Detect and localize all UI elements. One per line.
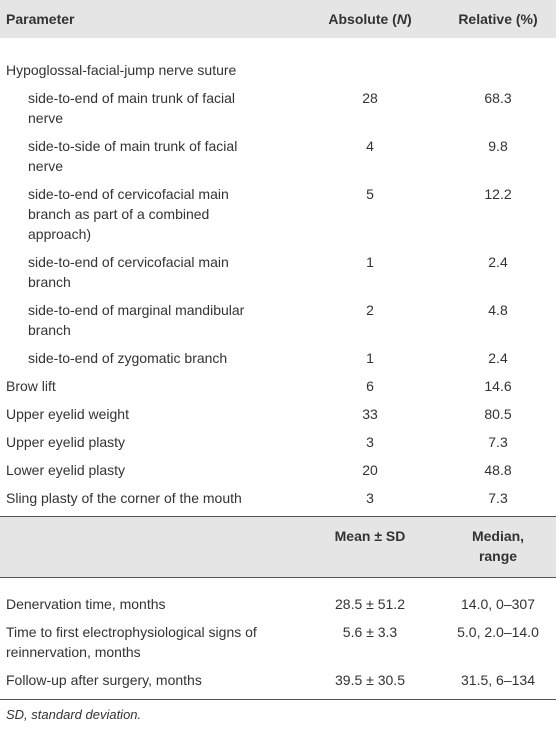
header-cell xyxy=(0,516,300,578)
relative-cell: 4.8 xyxy=(488,302,508,318)
table-row: Sling plasty of the corner of the mouth 3… xyxy=(0,484,556,517)
absolute-cell: 33 xyxy=(362,406,378,422)
parameter-cell: side-to-side of main trunk of facial ner… xyxy=(28,138,238,174)
table-row: Brow lift 6 14.6 xyxy=(0,372,556,400)
absolute-cell: 4 xyxy=(366,138,374,154)
parameter-cell: Denervation time, months xyxy=(6,596,166,612)
table-row: side-to-end of cervicofacial main branch… xyxy=(0,180,556,248)
table-row: side-to-end of marginal mandibular branc… xyxy=(0,296,556,344)
table-row: side-to-end of zygomatic branch 1 2.4 xyxy=(0,344,556,372)
parameter-cell: side-to-end of cervicofacial main branch… xyxy=(28,186,229,242)
absolute-cell: 1 xyxy=(366,350,374,366)
absolute-cell: 5 xyxy=(366,186,374,202)
absolute-cell: 20 xyxy=(362,462,378,478)
table-row: Lower eyelid plasty 20 48.8 xyxy=(0,456,556,484)
header-row: Parameter Absolute (N) Relative (%) xyxy=(0,0,556,38)
relative-cell: 2.4 xyxy=(488,254,508,270)
table-row: Upper eyelid plasty 3 7.3 xyxy=(0,428,556,456)
parameter-cell: side-to-end of main trunk of facial nerv… xyxy=(28,90,235,126)
parameter-cell: Lower eyelid plasty xyxy=(6,462,126,478)
absolute-cell: 6 xyxy=(366,378,374,394)
relative-cell: 14.6 xyxy=(484,378,512,394)
header-cell: Relative (%) xyxy=(440,0,556,38)
table-row: side-to-end of cervicofacial main branch… xyxy=(0,248,556,296)
absolute-cell: 1 xyxy=(366,254,374,270)
relative-cell: 68.3 xyxy=(484,90,512,106)
parameter-cell: Upper eyelid plasty xyxy=(6,434,126,450)
table-row: Upper eyelid weight 33 80.5 xyxy=(0,400,556,428)
parameter-cell: Follow-up after surgery, months xyxy=(0,666,300,700)
header-cell: Absolute (N) xyxy=(300,0,440,38)
median-cell: 5.0, 2.0–14.0 xyxy=(457,624,539,640)
table-row: Hypoglossal-facial-jump nerve suture xyxy=(0,38,556,84)
stats-body: Mean ± SD Median, range Denervation time… xyxy=(0,516,556,700)
header-cell: Median, range xyxy=(440,516,556,578)
absolute-cell: 28 xyxy=(362,90,378,106)
parameter-cell: side-to-end of cervicofacial main branch xyxy=(28,254,229,290)
parameter-cell: side-to-end of zygomatic branch xyxy=(28,350,228,366)
relative-cell xyxy=(440,38,556,84)
absolute-cell: 2 xyxy=(366,302,374,318)
header-text: ) xyxy=(406,11,412,27)
median-cell: 31.5, 6–134 xyxy=(440,666,556,700)
table-body: Hypoglossal-facial-jump nerve suture side… xyxy=(0,38,556,517)
mean-cell: 39.5 ± 30.5 xyxy=(300,666,440,700)
parameter-cell: Sling plasty of the corner of the mouth xyxy=(6,490,242,506)
absolute-cell: 3 xyxy=(366,434,374,450)
parameter-cell: Upper eyelid weight xyxy=(6,406,129,422)
relative-cell: 7.3 xyxy=(488,490,508,506)
parameter-cell: Hypoglossal-facial-jump nerve suture xyxy=(6,62,237,78)
mean-cell: 28.5 ± 51.2 xyxy=(335,596,405,612)
relative-cell: 80.5 xyxy=(484,406,512,422)
mean-cell: 5.6 ± 3.3 xyxy=(342,624,398,640)
stats-row: Denervation time, months 28.5 ± 51.2 14.0,… xyxy=(0,578,556,619)
parameter-cell: side-to-end of marginal mandibular branc… xyxy=(28,302,245,338)
parameter-cell: Brow lift xyxy=(6,378,56,394)
absolute-cell: 3 xyxy=(366,490,374,506)
header-cell: Parameter xyxy=(0,0,300,38)
table-row: side-to-end of main trunk of facial nerv… xyxy=(0,84,556,132)
data-table: Parameter Absolute (N) Relative (%) Hypo… xyxy=(0,0,556,700)
footnote: SD, standard deviation. xyxy=(6,707,142,722)
relative-cell: 7.3 xyxy=(488,434,508,450)
absolute-cell xyxy=(300,38,440,84)
header-cell: Mean ± SD xyxy=(300,516,440,578)
median-cell: 14.0, 0–307 xyxy=(461,596,535,612)
relative-cell: 2.4 xyxy=(488,350,508,366)
stats-row: Time to first electrophysiological signs… xyxy=(0,618,556,666)
header-text: Absolute ( xyxy=(328,11,397,27)
relative-cell: 9.8 xyxy=(488,138,508,154)
table-row: side-to-side of main trunk of facial ner… xyxy=(0,132,556,180)
relative-cell: 12.2 xyxy=(484,186,512,202)
subheader-row: Mean ± SD Median, range xyxy=(0,516,556,578)
parameter-cell: Time to first electrophysiological signs… xyxy=(6,624,257,660)
header-italic: N xyxy=(396,11,407,27)
relative-cell: 48.8 xyxy=(484,462,512,478)
stats-row: Follow-up after surgery, months 39.5 ± 30… xyxy=(0,666,556,700)
